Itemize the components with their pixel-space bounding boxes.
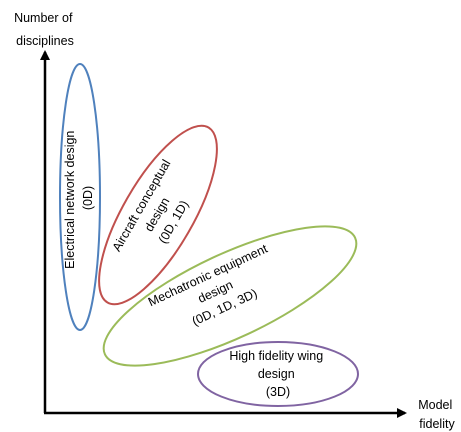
ellipse-mechatronic: [102, 225, 358, 367]
label-aircraft: Aircraft conceptual design (0D, 1D): [110, 154, 207, 272]
ellipse-electrical: [59, 63, 101, 331]
x-axis-label: Model fidelity: [418, 398, 456, 431]
label-electrical: Electrical network design (0D): [63, 127, 95, 269]
label-wing: High fidelity wing design (3D): [229, 349, 326, 399]
ellipse-aircraft: [98, 124, 218, 306]
y-axis-label: Number of disciplines: [14, 11, 76, 48]
ellipse-wing: [197, 341, 359, 407]
